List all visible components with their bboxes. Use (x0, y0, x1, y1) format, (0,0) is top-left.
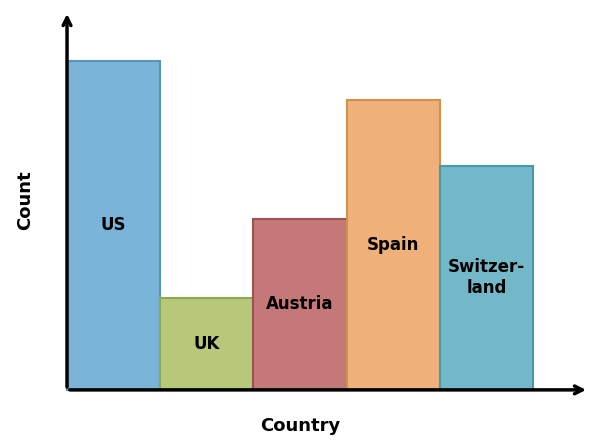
Text: Spain: Spain (367, 236, 419, 254)
Bar (440, 166, 533, 390)
Bar (67, 61, 160, 390)
Bar (160, 298, 253, 390)
Text: US: US (101, 216, 127, 234)
Text: Country: Country (260, 417, 340, 435)
Bar (253, 218, 347, 390)
Text: Count: Count (16, 171, 34, 230)
Text: Austria: Austria (266, 295, 334, 313)
Bar (347, 100, 440, 390)
Text: Switzer-
land: Switzer- land (448, 259, 525, 297)
Text: UK: UK (194, 335, 220, 353)
